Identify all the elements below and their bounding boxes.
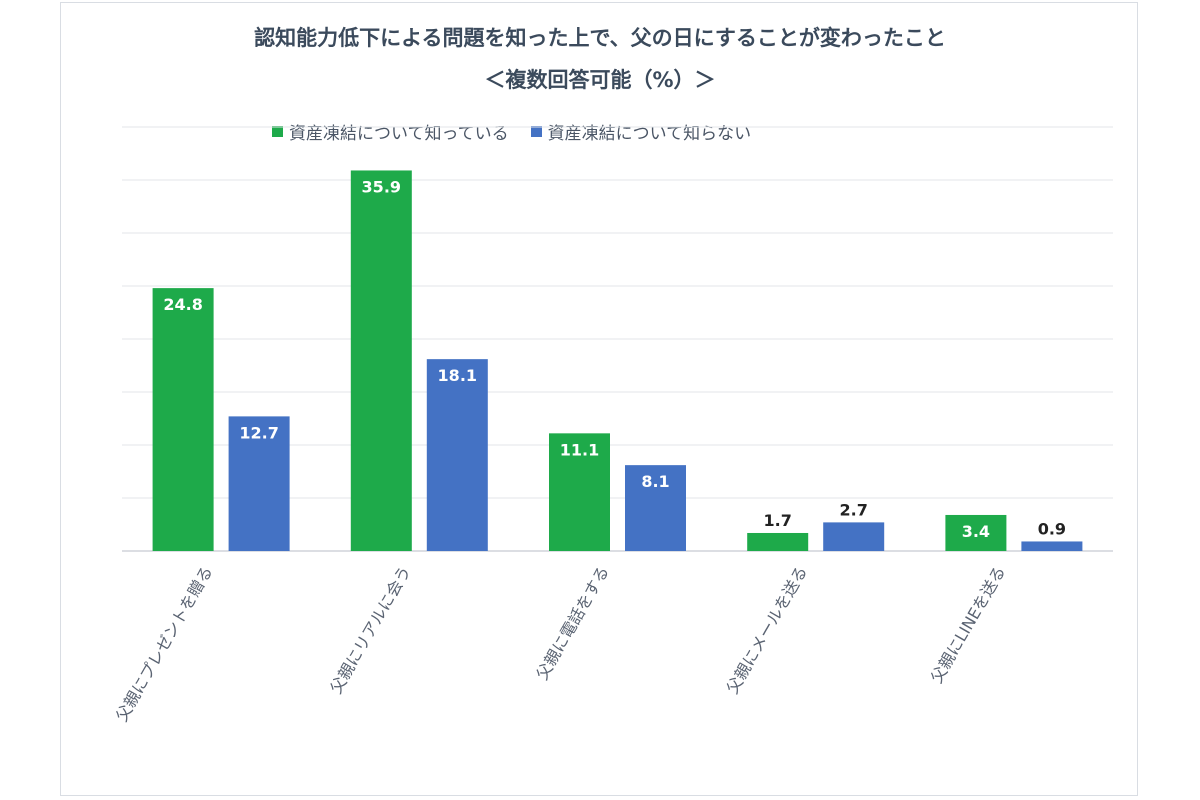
bar-known [549,433,610,551]
legend-swatch-unknown [530,125,542,137]
legend-item-unknown: 資産凍結について知らない [530,119,752,144]
bar-unknown [625,465,686,551]
bar-known [945,514,1007,551]
data-label: 12.7 [239,423,278,442]
data-label: 2.7 [840,500,868,519]
legend-label-unknown: 資産凍結について知らない [547,123,752,144]
data-label: 8.1 [641,472,669,491]
data-label: 35.9 [362,177,401,196]
data-label: 1.7 [764,511,792,530]
legend-item-known: 資産凍結について知っている [272,119,509,144]
data-label: 11.1 [560,440,599,459]
bar-unknown [823,522,885,551]
data-label: 3.4 [962,522,990,541]
bar-known [747,532,809,551]
data-label: 24.8 [163,295,202,314]
bar-unknown [1021,541,1083,551]
x-tick-label: 父親に電話をする [532,563,612,683]
x-tick-label: 父親にプレゼントを贈る [112,563,216,725]
chart-title: 認知能力低下による問題を知った上で、父の日にすることが変わったこと [254,26,946,50]
bar-unknown [426,359,488,551]
data-label: 0.9 [1038,519,1066,538]
legend-swatch-known [272,125,283,137]
bar-known [152,288,214,551]
bar-unknown [228,416,290,551]
x-tick-label: 父親にメールを送る [723,563,811,697]
legend-label-known: 資産凍結について知っている [289,123,509,144]
chart-subtitle: ＜複数回答可能（%）＞ [484,68,716,92]
data-label: 18.1 [438,366,477,385]
bar-known [350,170,412,551]
x-tick-label: 父親にLINEを送る [927,563,1009,687]
chart-frame [60,2,1138,796]
x-tick-label: 父親にリアルに会う [326,563,414,697]
legend: 資産凍結について知っている 資産凍結について知らない [272,119,773,144]
